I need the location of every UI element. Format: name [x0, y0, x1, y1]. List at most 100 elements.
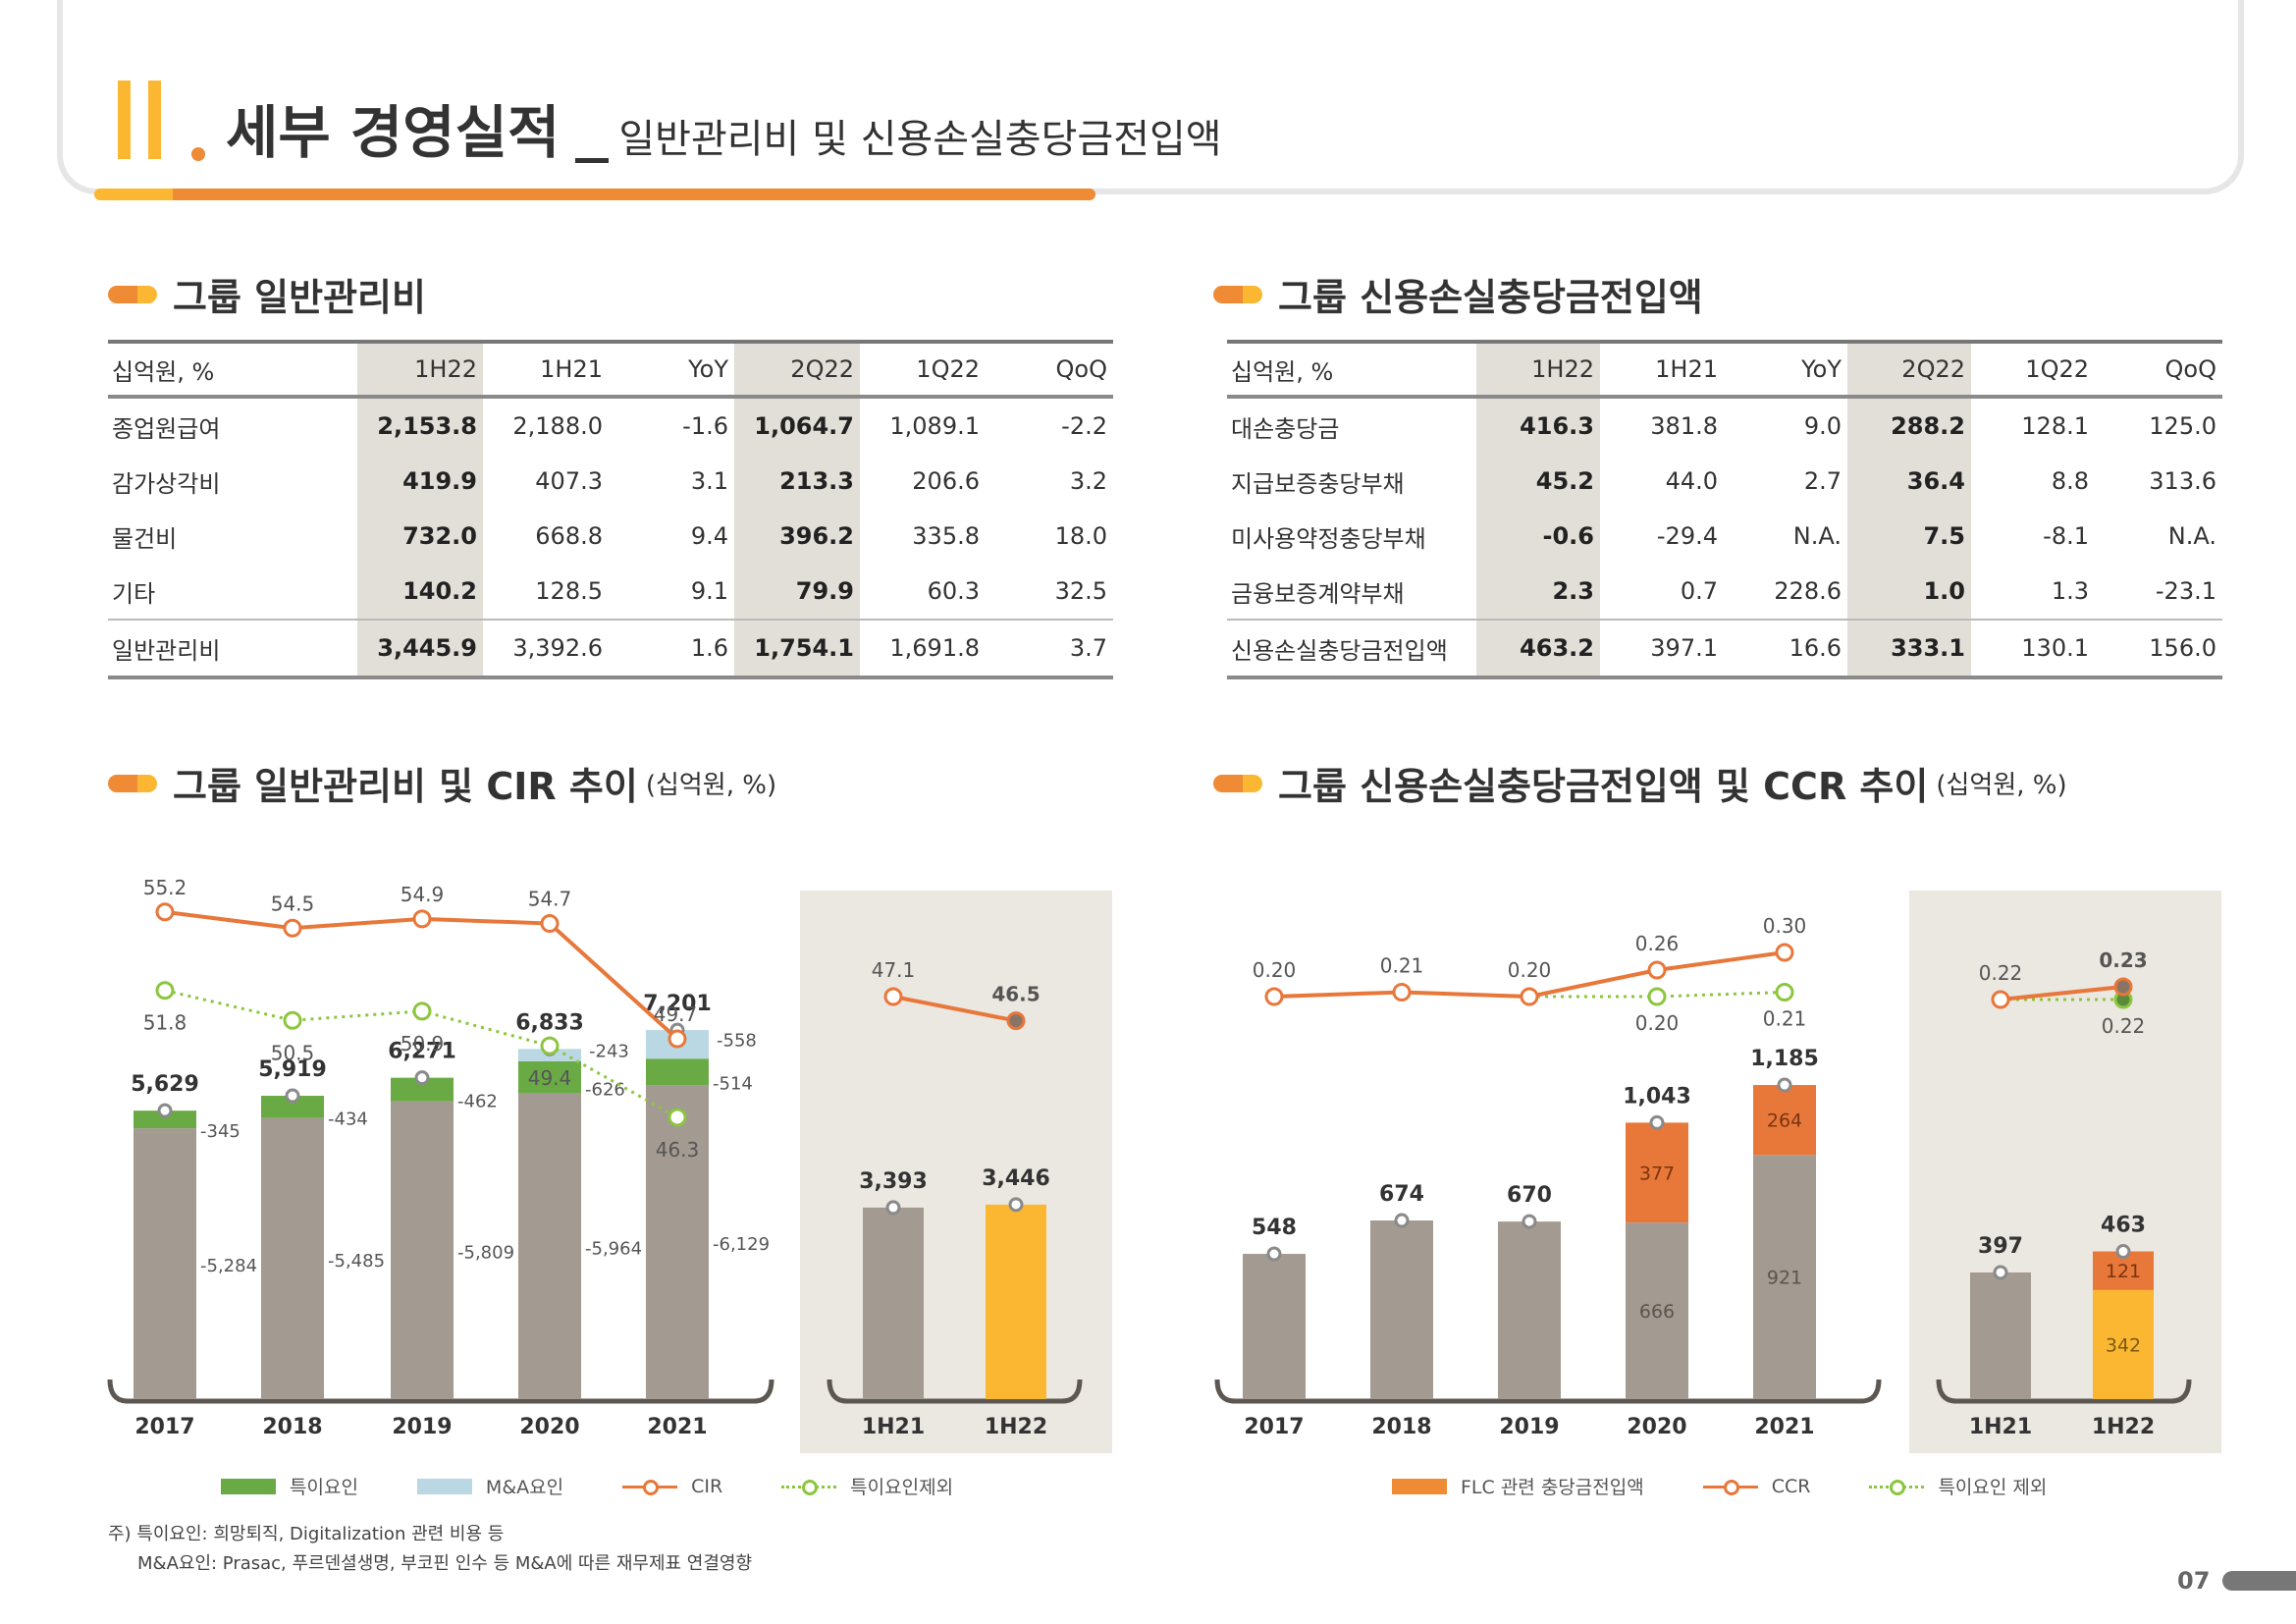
table-cell: -2.2 — [1061, 412, 1107, 440]
legend-label: 특이요인 — [290, 1477, 358, 1498]
cir-point — [667, 1029, 687, 1049]
chart-panel — [800, 891, 1112, 1453]
excl-point — [412, 1001, 432, 1021]
bullet-pill-icon — [108, 774, 157, 792]
cir-point — [412, 909, 432, 929]
x-tick-label: 2021 — [1754, 1415, 1814, 1439]
cir-point — [883, 987, 903, 1006]
table-cell: 미사용약정충당부채 — [1231, 524, 1426, 553]
x-tick-label: 2020 — [519, 1415, 579, 1439]
page-subtitle: 일반관리비 및 신용손실충당금전입액 — [618, 117, 1222, 162]
excl-label: 50.5 — [271, 1041, 315, 1064]
table-cell: 419.9 — [357, 454, 483, 509]
legend-swatch-icon — [1702, 1479, 1758, 1495]
table-cell: 288.2 — [1847, 397, 1971, 454]
table-cell: 3.2 — [1069, 467, 1107, 495]
table-row: 대손충당금 416.3 381.8 9.0 288.2 128.1 125.0 — [1227, 397, 2222, 454]
excl-point — [1647, 987, 1667, 1006]
table-row: 신용손실충당금전입액 463.2 397.1 16.6 333.1 130.1 156.0 — [1227, 619, 2222, 679]
cir-point — [283, 918, 302, 938]
base-bar — [1626, 1222, 1688, 1399]
table-cell: 228.6 — [1774, 577, 1842, 605]
base-value-label: -5,485 — [328, 1251, 385, 1272]
excl-label: 0.21 — [1763, 1007, 1807, 1031]
ga-chart-heading: 그룹 일반관리비 및 CIR 추이 (십억원, %) — [108, 756, 776, 810]
ccr-label: 0.26 — [1635, 932, 1680, 955]
table-header-cell: 2Q22 — [734, 340, 860, 399]
legend-swatch-icon — [221, 1478, 276, 1494]
special-factor-bar — [646, 1058, 709, 1086]
base-bar — [1370, 1220, 1433, 1399]
table-cell: 128.1 — [2021, 412, 2089, 440]
segment-value-label: 666 — [1639, 1301, 1675, 1323]
llp-table: 십억원, % 1H22 1H21 YoY 2Q22 1Q22 QoQ 대손충당금 416.3 38… — [1227, 340, 2222, 679]
table-cell: 732.0 — [357, 509, 483, 564]
special-value-label: -514 — [713, 1074, 753, 1095]
base-bar — [391, 1101, 454, 1399]
table-cell: 1,754.1 — [734, 619, 860, 679]
x-tick-label: 2021 — [647, 1415, 707, 1439]
table-header-cell: 1H22 — [357, 340, 483, 399]
table-cell: 333.1 — [1847, 619, 1971, 679]
table-cell: 313.6 — [2149, 467, 2216, 495]
roman-dot-icon — [191, 147, 205, 161]
bar-total-label: 670 — [1507, 1183, 1552, 1208]
x-tick-label: 1H21 — [1969, 1415, 2032, 1439]
chart-baseline — [107, 1379, 774, 1404]
bar-total-label: 463 — [2101, 1214, 2146, 1238]
header-frame — [57, 0, 2244, 194]
legend-item: FLC 관련 충당금전입액 — [1392, 1473, 1644, 1499]
table-cell: 79.9 — [734, 564, 860, 620]
table-cell: 감가상각비 — [112, 469, 221, 498]
table-header-cell: 십억원, % — [108, 340, 357, 399]
legend-item: 특이요인 — [221, 1473, 358, 1499]
llp-ccr-chart: 548 2017 674 2018 670 2019 666 377 1,043 2020 921 2… — [1214, 914, 1882, 1439]
bar-top-marker — [885, 1200, 901, 1216]
table-row: 금융보증계약부채 2.3 0.7 228.6 1.0 1.3 -23.1 — [1227, 564, 2222, 620]
legend-label: M&A요인 — [485, 1477, 564, 1498]
llp-chart-legend: FLC 관련 충당금전입액 CCR 특이요인 제외 — [1392, 1473, 2106, 1499]
bar-total-label: 548 — [1252, 1216, 1297, 1240]
segment-value-label: 342 — [2106, 1334, 2141, 1356]
segment-value-label: 264 — [1767, 1110, 1802, 1132]
table-cell: 396.2 — [734, 509, 860, 564]
table-header-cell: QoQ — [2095, 340, 2222, 399]
special-factor-bar — [261, 1096, 324, 1118]
legend-label: 특이요인 제외 — [1938, 1477, 2048, 1498]
page-title: 세부 경영실적 일반관리비 및 신용손실충당금전입액 — [226, 86, 1222, 169]
table-cell: 물건비 — [112, 524, 178, 553]
table-cell: 140.2 — [357, 564, 483, 620]
flc-bar — [1626, 1122, 1688, 1223]
table-cell: 8.8 — [2051, 467, 2089, 495]
header-accent-bar — [94, 189, 173, 200]
bar-top-marker — [1008, 1197, 1024, 1213]
table-cell: 1.6 — [609, 619, 734, 679]
legend-item: M&A요인 — [416, 1473, 564, 1499]
table-cell: 32.5 — [1054, 577, 1107, 605]
table-cell: 0.7 — [1680, 577, 1718, 605]
table-cell: 1,089.1 — [889, 412, 980, 440]
ccr-line — [2000, 985, 2124, 1001]
table-cell: 지급보증충당부채 — [1231, 469, 1405, 498]
cir-label: 46.5 — [991, 983, 1040, 1006]
table-cell: -0.6 — [1476, 509, 1600, 564]
bullet-pill-icon — [108, 285, 157, 303]
ccr-label: 0.30 — [1763, 914, 1807, 938]
table-cell: 16.6 — [1724, 619, 1847, 679]
bar-total-label: 1,043 — [1623, 1084, 1691, 1109]
legend-item: CCR — [1702, 1475, 1811, 1497]
bar-total-label: 3,446 — [982, 1166, 1050, 1191]
page-number: 07 — [2177, 1567, 2211, 1595]
table-cell: 128.5 — [535, 577, 603, 605]
table-cell: 125.0 — [2149, 412, 2216, 440]
llp-chart-heading: 그룹 신용손실충당금전입액 및 CCR 추이 (십억원, %) — [1213, 756, 2067, 810]
x-tick-label: 2017 — [134, 1415, 194, 1439]
table-cell: 3.1 — [690, 467, 728, 495]
x-tick-label: 2019 — [392, 1415, 452, 1439]
base-bar — [1753, 1155, 1816, 1399]
legend-label: CCR — [1771, 1475, 1811, 1497]
table-row: 종업원급여 2,153.8 2,188.0 -1.6 1,064.7 1,089.1 -2.… — [108, 397, 1113, 454]
base-bar — [518, 1093, 581, 1399]
base-value-label: -5,964 — [585, 1238, 642, 1259]
legend-swatch-icon — [416, 1478, 472, 1494]
